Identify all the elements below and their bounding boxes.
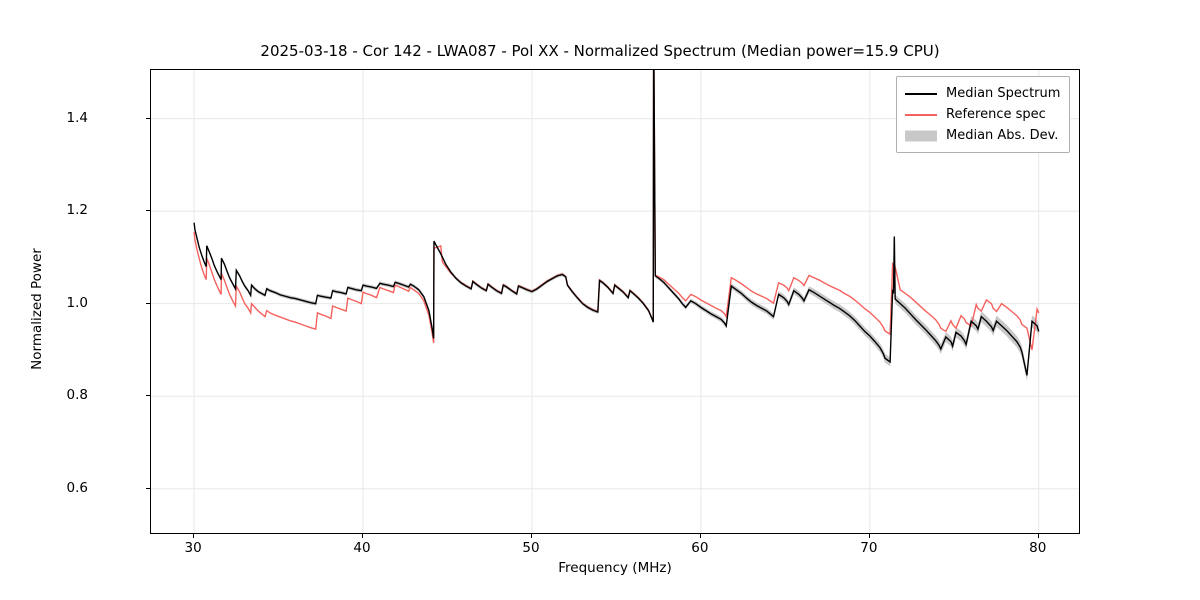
legend-item-reference-spec: Reference spec [905,104,1060,125]
x-tick-label: 80 [1029,540,1047,556]
x-tick-mark [699,534,701,538]
x-tick-mark [193,534,195,538]
x-tick-mark [362,534,364,538]
median-abs-dev-band [194,70,1039,382]
y-tick-label: 1.0 [66,294,88,311]
y-tick-label: 0.8 [66,387,88,404]
y-tick-label: 0.6 [66,479,88,496]
y-tick-mark [146,487,150,489]
y-tick-mark [146,117,150,119]
x-tick-label: 30 [184,540,202,556]
page-title: 2025-03-18 - Cor 142 - LWA087 - Pol XX -… [260,42,940,60]
y-tick-label: 1.4 [66,109,88,126]
legend-label: Reference spec [946,107,1046,122]
y-tick-mark [146,302,150,304]
x-tick-label: 50 [522,540,540,556]
x-tick-label: 60 [691,540,709,556]
y-tick-label: 1.2 [66,202,88,219]
x-tick-mark [868,534,870,538]
legend-item-median-abs-dev: Median Abs. Dev. [905,125,1060,146]
legend-swatch-line-icon [905,108,937,122]
x-axis-label: Frequency (MHz) [558,560,672,576]
x-tick-label: 70 [860,540,878,556]
legend-item-median-spectrum: Median Spectrum [905,83,1060,104]
legend-label: Median Abs. Dev. [946,128,1059,143]
median-spectrum-line [193,70,1040,376]
legend-swatch-patch-icon [905,129,937,143]
y-tick-mark [146,210,150,212]
y-tick-mark [146,395,150,397]
x-tick-mark [530,534,532,538]
legend-swatch-line-icon [905,87,937,101]
legend-label: Median Spectrum [946,86,1061,101]
plot-svg [151,70,1079,533]
grid-lines [151,70,1079,533]
x-tick-mark [1037,534,1039,538]
y-axis-label: Normalized Power [29,248,45,370]
legend: Median Spectrum Reference spec Median Ab… [896,76,1071,153]
x-tick-label: 40 [353,540,371,556]
